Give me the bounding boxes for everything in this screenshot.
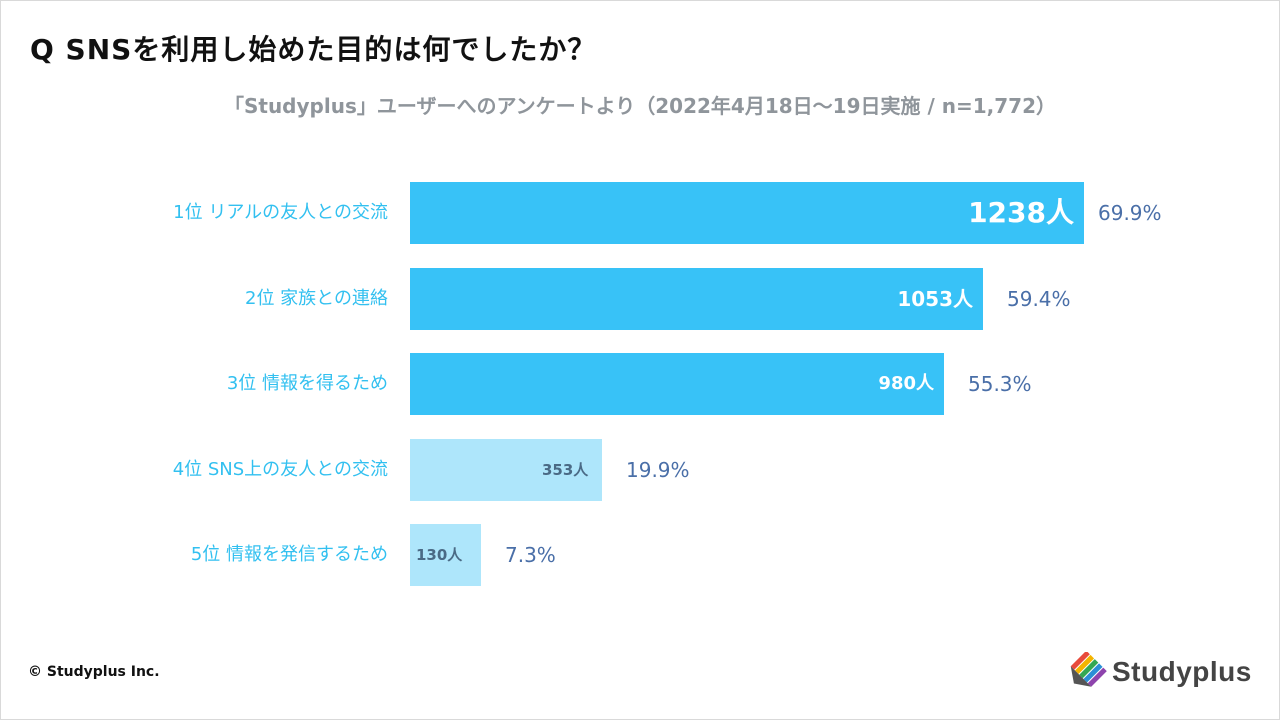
bar: 1238人 <box>410 182 1084 244</box>
count-label: 353人 <box>542 460 589 479</box>
percent-label: 19.9% <box>626 457 690 482</box>
chart-row: 1位 リアルの友人との交流 1238人 69.9% <box>0 182 1280 244</box>
chart-subtitle: 「Studyplus」ユーザーへのアンケートより（2022年4月18日〜19日実… <box>223 94 1056 118</box>
percent-label: 59.4% <box>1007 286 1071 311</box>
percent-label: 55.3% <box>968 372 1032 396</box>
bar: 353人 <box>410 438 602 501</box>
pencil-stripes-icon <box>1070 652 1107 687</box>
percent-label: 7.3% <box>505 543 556 567</box>
category-label: 3位 情報を得るため <box>226 373 388 394</box>
bar: 130人 <box>410 524 481 586</box>
category-label: 4位 SNS上の友人との交流 <box>172 458 388 480</box>
count-label: 1238人 <box>968 196 1074 229</box>
category-label: 1位 リアルの友人との交流 <box>173 202 388 223</box>
percent-label: 69.9% <box>1098 201 1162 225</box>
category-label: 5位 情報を発信するため <box>190 544 388 565</box>
copyright-text: © Studyplus Inc. <box>28 664 160 680</box>
logo-text: Studyplus <box>1112 656 1252 687</box>
bar: 980人 <box>410 353 944 415</box>
count-label: 130人 <box>416 546 463 564</box>
chart-title: Q SNSを利用し始めた目的は何でしたか？ <box>30 33 597 66</box>
chart-row: 5位 情報を発信するため 130人 7.3% <box>0 524 1280 586</box>
count-label: 980人 <box>878 373 934 394</box>
count-label: 1053人 <box>897 286 973 311</box>
category-label: 2位 家族との連絡 <box>245 287 388 309</box>
chart-row: 4位 SNS上の友人との交流 353人 19.9% <box>0 438 1280 501</box>
chart-row: 3位 情報を得るため 980人 55.3% <box>0 353 1280 415</box>
bar: 1053人 <box>410 267 983 330</box>
chart-row: 2位 家族との連絡 1053人 59.4% <box>0 267 1280 330</box>
